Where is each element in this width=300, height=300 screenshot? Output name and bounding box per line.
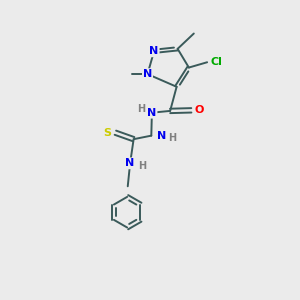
Text: H: H [138,161,146,171]
Text: H: H [136,104,145,114]
Text: O: O [195,105,204,115]
Text: N: N [157,130,166,141]
Text: H: H [168,133,176,143]
Text: Cl: Cl [210,57,222,67]
Text: S: S [103,128,111,138]
Text: N: N [147,108,157,118]
Text: N: N [149,46,159,56]
Text: N: N [125,158,135,168]
Text: N: N [143,69,152,79]
